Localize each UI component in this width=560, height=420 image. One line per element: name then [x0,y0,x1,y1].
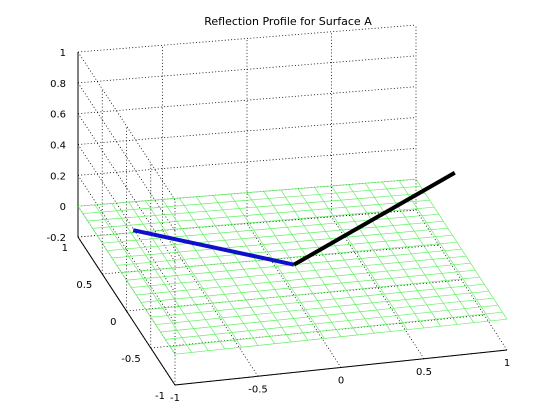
grid-line [77,209,417,238]
grid-lines [77,24,508,386]
axes-box [77,52,508,386]
z-tick-label: 1 [60,48,66,59]
y-tick-label: -0.5 [121,354,141,365]
y-axis-line [77,236,176,386]
x-tick-label: 0.5 [416,367,432,378]
surface-mesh-line [116,234,453,266]
grid-line [77,144,176,293]
surface-mesh-line [107,220,444,251]
x-tick-label: -1 [170,393,180,404]
z-axis-ticks: -0.2 0 0.2 0.4 0.6 0.8 1 [46,48,66,244]
surface-mesh-line [263,191,358,336]
grid-line [77,55,417,84]
grid-line [77,147,417,176]
x-tick-label: 0 [338,376,344,387]
x-tick-label: -0.5 [248,384,268,395]
chart-title: Reflection Profile for Surface A [204,15,372,28]
data-series [132,170,456,267]
surface-mesh-line [82,185,421,214]
z-tick-label: 0.2 [50,171,66,182]
grid-line [77,82,176,232]
surface-mesh-line [280,189,375,334]
surface-mesh-line [102,213,439,244]
x-axis-line [174,349,508,386]
y-axis-ticks: -1 -0.5 0 0.5 1 [62,243,165,402]
z-tick-label: -0.2 [46,233,66,244]
grid-line [77,175,176,324]
surface-mesh-line [92,199,430,229]
grid-line [77,86,417,115]
y-tick-label: 0.5 [76,280,92,291]
surface-mesh-line [314,187,408,330]
grid-line [77,117,417,145]
surface-mesh-line [77,178,417,207]
z-tick-label: 0 [60,202,66,213]
grid-line [77,51,176,201]
surface-mesh-line [398,180,491,322]
z-tick-label: 0.6 [50,110,66,121]
grid-line [77,113,176,262]
surface-mesh-line [111,227,448,259]
x-axis-ticks: -1 -0.5 0 0.5 1 [170,358,510,404]
surface-mesh-line [87,192,426,222]
z-tick-label: 0.8 [50,79,66,90]
grid-line [331,216,425,359]
y-tick-label: 0 [110,317,116,328]
series-line-2 [293,170,456,267]
surface-mesh-line [331,185,425,329]
surface-mesh-line [365,183,458,325]
surface-mesh-line [297,188,392,332]
surface-mesh-line [348,184,441,327]
x-tick-label: 1 [504,358,510,369]
surface-mesh [77,178,508,355]
y-tick-label: -1 [155,391,165,402]
surface-mesh-line [97,206,435,237]
z-tick-label: 0.4 [50,141,66,152]
surface-mesh-line [121,241,457,274]
series-line-1 [132,228,295,267]
grid-line [150,314,485,349]
surface-mesh-line [381,181,475,323]
y-tick-label: 1 [62,243,68,254]
surface-mesh-line [415,178,508,320]
grid-line [77,24,417,53]
